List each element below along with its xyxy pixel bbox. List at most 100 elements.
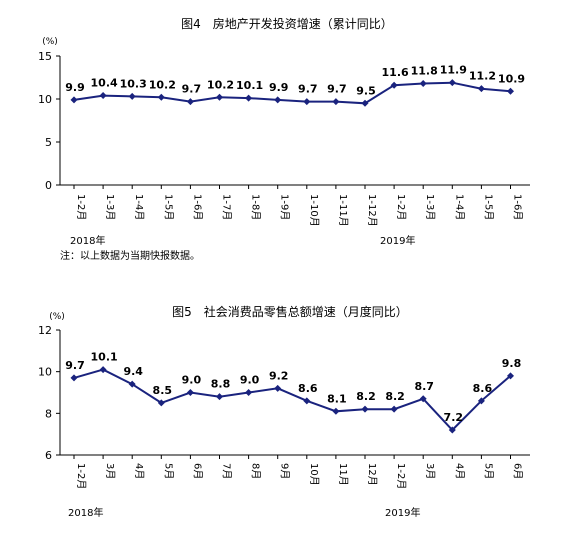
data-label: 10.2 — [207, 78, 234, 91]
data-label: 7.2 — [444, 411, 464, 424]
data-label: 9.9 — [269, 81, 289, 94]
x-tick-label: 1-4月 — [453, 194, 465, 220]
data-label: 10.2 — [149, 78, 176, 91]
chart-1-series-line — [73, 81, 511, 105]
data-label: 10.1 — [236, 79, 263, 92]
x-tick-label: 4月 — [453, 463, 465, 479]
x-tick-label: 7月 — [221, 463, 233, 479]
chart-1-year-2018: 2018年 — [70, 234, 105, 247]
data-point — [186, 98, 194, 106]
data-point — [245, 94, 253, 102]
data-point — [448, 426, 456, 434]
y-tick-label: 15 — [38, 50, 52, 63]
chart-2-title: 图5 社会消费品零售总额增速（月度同比） — [172, 304, 408, 319]
data-label: 10.3 — [120, 77, 147, 90]
data-label: 9.7 — [298, 83, 318, 96]
data-label: 11.8 — [411, 65, 438, 78]
x-tick-label: 1-2月 — [75, 463, 87, 489]
data-point — [99, 366, 107, 374]
data-label: 9.0 — [240, 374, 260, 387]
data-point — [303, 98, 311, 106]
data-label: 9.5 — [356, 84, 376, 97]
x-tick-label: 1-6月 — [512, 194, 524, 220]
data-point — [274, 96, 282, 104]
x-tick-label: 1-3月 — [104, 194, 116, 220]
data-label: 9.7 — [65, 359, 85, 372]
chart-2-retail-sales: 图5 社会消费品零售总额增速（月度同比） (%) 6 8 10 12 1-2月 3月 4月… — [38, 304, 530, 519]
chart-2-unit: (%) — [49, 312, 65, 322]
data-point — [390, 405, 398, 413]
data-point — [477, 397, 485, 405]
data-label: 8.6 — [473, 382, 493, 395]
data-point — [216, 93, 223, 101]
data-point — [157, 93, 165, 101]
x-tick-label: 12月 — [366, 463, 378, 486]
x-tick-label: 1-2月 — [395, 194, 407, 220]
y-tick-label: 5 — [45, 136, 52, 149]
data-label: 8.2 — [385, 390, 405, 403]
data-label: 11.6 — [382, 66, 409, 79]
chart-1-markers — [70, 79, 514, 107]
data-label: 11.9 — [440, 64, 467, 77]
chart-1-y-ticks: 0 5 10 15 — [38, 50, 60, 192]
chart-2-markers — [70, 366, 514, 434]
x-tick-label: 1-2月 — [395, 463, 407, 489]
x-tick-label: 3月 — [104, 463, 116, 479]
y-tick-label: 12 — [38, 324, 52, 337]
data-point — [274, 384, 282, 392]
y-tick-label: 8 — [45, 407, 52, 420]
chart-2-year-2019: 2019年 — [385, 506, 420, 519]
data-point — [303, 397, 311, 405]
data-label: 8.7 — [414, 380, 434, 393]
data-label: 10.4 — [91, 77, 118, 90]
chart-1-year-2019: 2019年 — [380, 234, 415, 247]
data-point — [128, 380, 136, 388]
x-tick-label: 1-2月 — [75, 194, 87, 220]
x-tick-label: 8月 — [250, 463, 262, 479]
chart-2-year-2018: 2018年 — [68, 506, 103, 519]
data-label: 10.9 — [498, 72, 525, 85]
data-point — [507, 372, 514, 380]
data-point — [186, 389, 194, 396]
data-point — [419, 80, 427, 88]
x-tick-label: 5月 — [162, 463, 174, 479]
y-tick-label: 10 — [38, 366, 52, 379]
x-tick-label: 1-11月 — [337, 194, 349, 227]
chart-2-x-ticks: 1-2月 3月 4月 5月 6月 7月 8月 9月 10月 11月 12月 1-2月 3月 4月 5月 6月 — [73, 455, 524, 489]
data-point — [99, 92, 107, 100]
chart-1-data-labels: 9.9 10.4 10.3 10.2 9.7 10.2 10.1 9.9 9.7 9.7 9.511… — [65, 64, 525, 98]
data-label: 9.4 — [123, 365, 143, 378]
x-tick-label: 5月 — [482, 463, 494, 479]
data-point — [128, 92, 136, 100]
data-point — [157, 399, 165, 407]
data-label: 8.1 — [327, 392, 347, 405]
data-point — [361, 405, 369, 413]
chart-1-title: 图4 房地产开发投资增速（累计同比） — [181, 16, 393, 31]
data-label: 9.7 — [327, 83, 347, 96]
data-label: 8.5 — [153, 384, 173, 397]
chart-1-note: 注：以上数据为当期快报数据。 — [60, 249, 200, 262]
data-point — [245, 389, 253, 396]
x-tick-label: 1-5月 — [162, 194, 174, 220]
chart-1-axes — [59, 56, 530, 186]
data-label: 9.8 — [502, 357, 522, 370]
data-label: 9.2 — [269, 369, 289, 382]
data-label: 10.1 — [91, 351, 118, 364]
chart-2-axes — [59, 330, 530, 456]
data-point — [477, 85, 485, 93]
x-tick-label: 1-12月 — [366, 194, 378, 227]
data-point — [390, 81, 398, 89]
data-label: 8.2 — [356, 390, 376, 403]
x-tick-label: 1-3月 — [424, 194, 436, 220]
data-label: 8.8 — [211, 378, 231, 391]
x-tick-label: 4月 — [133, 463, 145, 479]
data-point — [332, 98, 340, 106]
data-label: 8.6 — [298, 382, 318, 395]
x-tick-label: 1-5月 — [482, 194, 494, 220]
data-label: 9.9 — [65, 81, 85, 94]
x-tick-label: 1-6月 — [191, 194, 203, 220]
chart-2-series-line — [73, 368, 512, 432]
x-tick-label: 6月 — [191, 463, 203, 479]
